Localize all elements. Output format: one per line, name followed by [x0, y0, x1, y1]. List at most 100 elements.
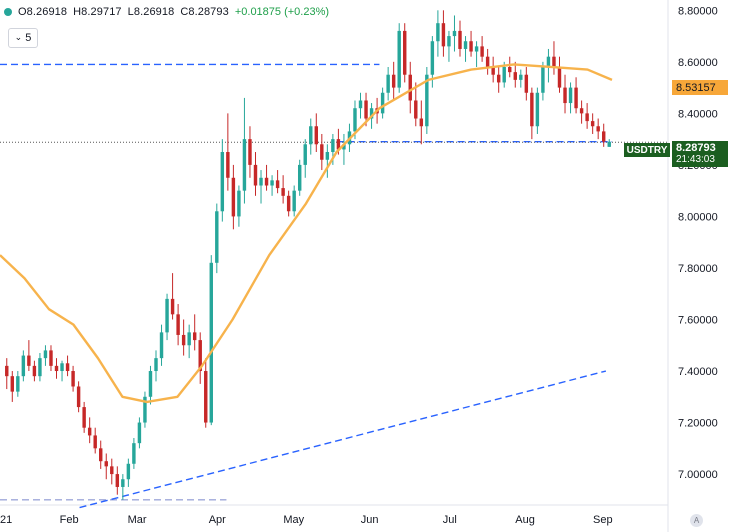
candle-body	[391, 74, 396, 88]
candle-body	[414, 100, 418, 119]
candle-body	[292, 190, 296, 212]
candle-body	[54, 365, 59, 372]
x-tick-label: Apr	[209, 514, 226, 526]
candle-body	[16, 376, 20, 392]
candle-body	[76, 386, 81, 408]
candle-body	[447, 36, 451, 47]
candle-body	[82, 407, 86, 428]
candle-body	[546, 56, 551, 67]
candle-body	[380, 92, 385, 114]
ohlc-high: H8.29717	[73, 6, 122, 18]
candle-body	[596, 126, 600, 132]
indicator-toggle-button[interactable]: ⌄ 5	[8, 28, 38, 48]
candle-body	[513, 72, 517, 80]
candle-body	[110, 466, 114, 475]
candle-body	[93, 435, 97, 449]
candle-body	[137, 422, 142, 444]
candle-body	[215, 211, 219, 263]
candle-body	[226, 152, 230, 178]
candle-body	[231, 177, 236, 217]
candle-body	[38, 358, 42, 377]
candle-body	[43, 350, 48, 359]
x-tick-label: Jun	[361, 514, 379, 526]
candle-body	[425, 74, 429, 127]
candle-body	[181, 334, 186, 346]
candle-body	[552, 56, 556, 67]
candle-body	[331, 139, 335, 153]
candle-body	[463, 41, 468, 49]
candle-body	[148, 371, 153, 397]
candle-body	[21, 355, 26, 377]
candle-body	[115, 474, 120, 487]
trend-line	[79, 370, 607, 509]
bar-countdown: 21:43:03	[676, 154, 715, 165]
candle-body	[60, 363, 64, 372]
candle-body	[353, 108, 357, 132]
x-tick-label: Sep	[593, 514, 613, 526]
candle-body	[496, 74, 501, 83]
status-dot-icon	[4, 8, 12, 16]
candle-body	[209, 262, 213, 423]
candle-body	[248, 139, 252, 165]
candle-body	[568, 87, 573, 104]
candle-body	[87, 427, 92, 436]
candle-body	[242, 139, 247, 191]
x-tick-label: Aug	[515, 514, 535, 526]
y-tick-label: 7.60000	[678, 314, 718, 326]
candle-body	[275, 180, 280, 189]
candle-body	[159, 332, 164, 359]
ma-price-tag: 8.53157	[672, 80, 728, 95]
candle-body	[104, 461, 108, 467]
candle-body	[220, 152, 225, 212]
candle-body	[5, 365, 9, 377]
candle-body	[49, 350, 53, 366]
candle-body	[132, 443, 136, 464]
last-price-tag: 8.28793 21:43:03	[672, 141, 728, 167]
candle-body	[99, 448, 103, 462]
candle-body	[286, 195, 291, 212]
y-tick-label: 8.80000	[678, 5, 718, 17]
y-tick-label: 7.00000	[678, 469, 718, 481]
candle-body	[535, 92, 540, 127]
candle-body	[10, 376, 15, 392]
candle-body	[71, 371, 75, 387]
candle-body	[369, 108, 374, 119]
candle-body	[469, 41, 473, 52]
candle-body	[436, 23, 440, 42]
candle-body	[574, 87, 578, 109]
candle-body	[474, 46, 479, 52]
ohlc-open: O8.26918	[18, 6, 68, 18]
ohlc-change: +0.01875 (+0.23%)	[234, 6, 330, 18]
candle-body	[480, 46, 484, 57]
candle-body	[253, 164, 258, 186]
candle-body	[303, 144, 307, 165]
moving-average-line	[0, 63, 613, 404]
candle-body	[502, 66, 506, 83]
candle-body	[192, 332, 197, 341]
candle-body	[170, 298, 175, 315]
candle-body	[121, 479, 125, 487]
candle-body	[187, 332, 191, 346]
auto-scale-icon[interactable]: A	[690, 514, 703, 527]
candle-body	[563, 87, 567, 104]
y-tick-label: 8.40000	[678, 108, 718, 120]
candle-body	[557, 66, 562, 88]
x-tick-label: Feb	[60, 514, 79, 526]
candle-body	[297, 164, 302, 191]
candle-body	[397, 30, 401, 88]
candle-body	[579, 108, 584, 114]
candle-body	[458, 30, 462, 49]
x-tick-label: May	[283, 514, 304, 526]
candle-body	[358, 100, 363, 109]
candle-body	[165, 298, 169, 333]
candle-body	[541, 66, 545, 93]
candle-body	[530, 92, 534, 127]
candle-body	[419, 118, 424, 127]
candle-body	[519, 74, 523, 80]
candle-body	[314, 126, 319, 145]
candle-body	[65, 363, 70, 372]
candle-body	[281, 188, 285, 196]
candle-body	[408, 74, 412, 101]
ohlc-close: C8.28793	[180, 6, 229, 18]
